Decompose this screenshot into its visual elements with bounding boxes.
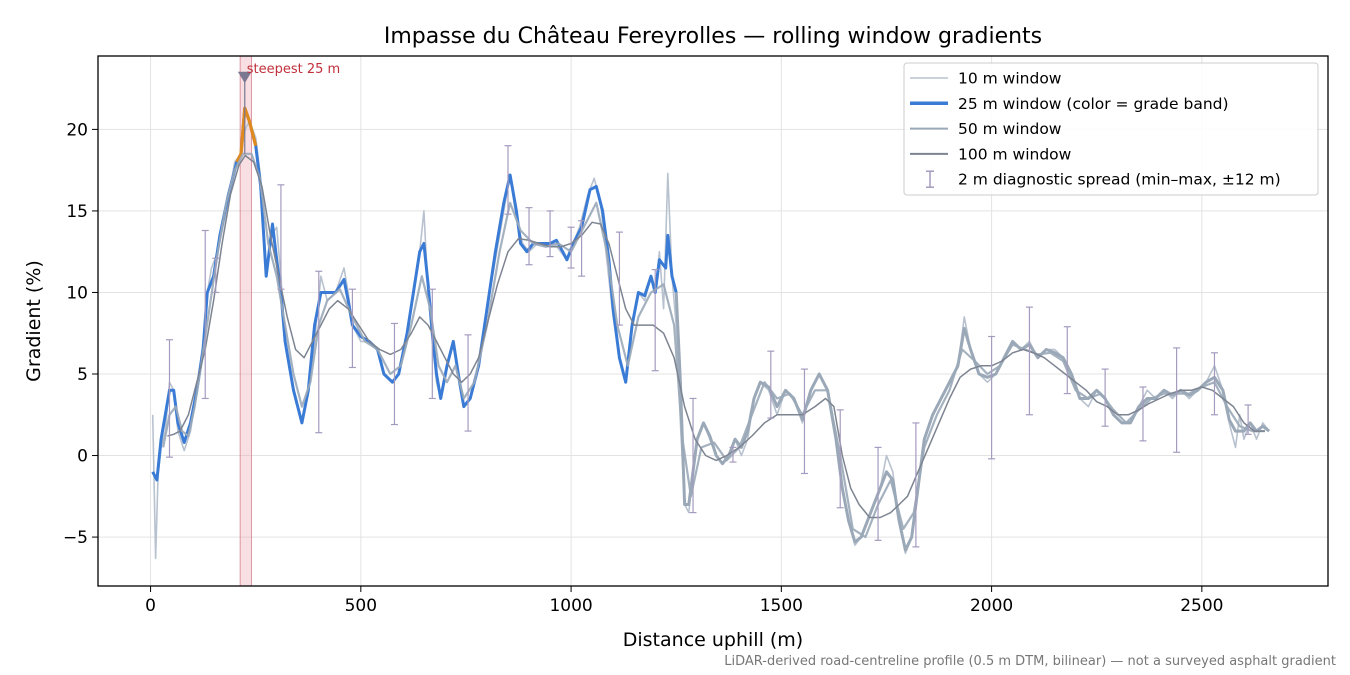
y-tick-label: 0 — [77, 447, 88, 467]
x-tick-label: 500 — [345, 596, 377, 616]
y-tick-label: 10 — [66, 283, 88, 303]
plot-frame — [97, 55, 1329, 587]
steepest-marker-triangle — [237, 71, 252, 84]
legend-label: 25 m window (color = grade band) — [958, 95, 1229, 113]
series-25m-line-lowgrade — [674, 292, 1271, 552]
legend-box — [903, 62, 1319, 196]
legend-label: 50 m window — [958, 120, 1062, 138]
y-ticks: −5 0 5 10 15 20 — [63, 120, 98, 548]
y-tick-label: 20 — [66, 120, 88, 140]
legend-label: 10 m window — [958, 70, 1062, 88]
x-tick-label: 1500 — [760, 596, 803, 616]
x-axis-label: Distance uphill (m) — [623, 629, 803, 651]
steepest-marker-group: steepest 25 m — [237, 62, 340, 154]
series-lines — [151, 106, 1271, 560]
x-tick-label: 2000 — [970, 596, 1013, 616]
series-25m-line — [151, 106, 678, 482]
legend-label: 2 m diagnostic spread (min–max, ±12 m) — [958, 171, 1281, 189]
y-tick-label: −5 — [63, 528, 88, 548]
x-ticks: 0 500 1000 1500 2000 2500 — [145, 586, 1223, 616]
x-tick-label: 1000 — [549, 596, 592, 616]
diagnostic-spread — [165, 145, 1252, 548]
series-100m-line — [167, 154, 1265, 519]
series-50m-line — [162, 152, 1265, 539]
legend-label: 100 m window — [958, 145, 1072, 163]
x-tick-label: 0 — [145, 596, 156, 616]
y-axis-label: Gradient (%) — [23, 260, 45, 382]
x-tick-label: 2500 — [1180, 596, 1223, 616]
footnote: LiDAR-derived road-centreline profile (0… — [724, 654, 1336, 669]
chart-title: Impasse du Château Fereyrolles — rolling… — [384, 24, 1042, 49]
y-tick-label: 15 — [66, 202, 88, 222]
steepest-annotation: steepest 25 m — [247, 62, 340, 77]
y-tick-label: 5 — [77, 365, 88, 385]
legend: 10 m window 25 m window (color = grade ba… — [903, 62, 1319, 196]
